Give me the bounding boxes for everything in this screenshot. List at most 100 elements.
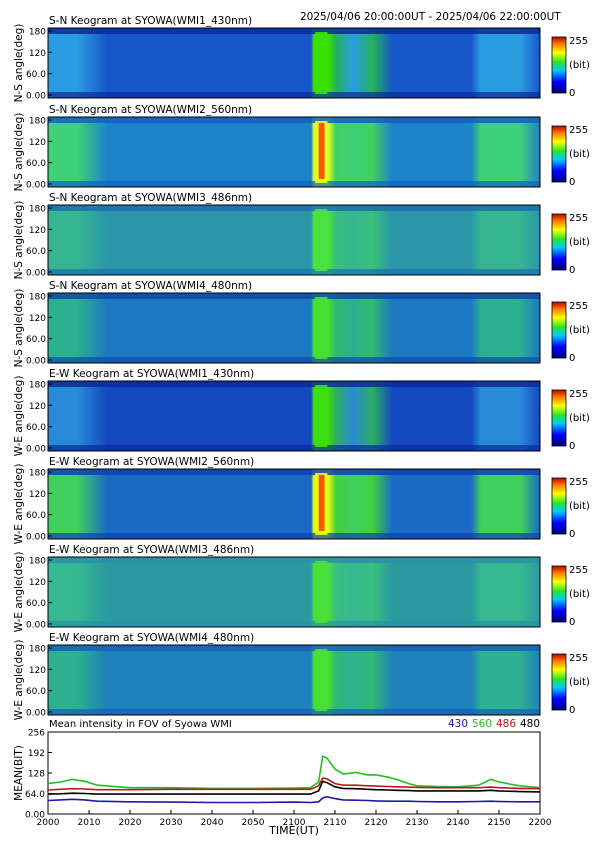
keogram-edge xyxy=(48,645,540,651)
lineplot-frame xyxy=(47,731,541,815)
colorbar-unit-label: (bit) xyxy=(569,501,590,512)
x-tick-label: 2200 xyxy=(529,818,552,828)
keogram-image xyxy=(48,469,540,539)
colorbar-max-label: 255 xyxy=(569,301,588,312)
lineplot-legend: 430 560 486 480 xyxy=(448,718,540,730)
legend-entry-486: 486 xyxy=(496,718,516,730)
mean-intensity-plot: Mean intensity in FOV of Syowa WMI 430 56… xyxy=(13,718,552,837)
keogram-tick-label: 0.00 xyxy=(26,269,46,279)
keogram-panel: S-N Keogram at SYOWA(WMI3_486nm)180 120 60… xyxy=(13,192,590,279)
keogram-tick-label: 60.0 xyxy=(26,511,46,521)
keogram-tick-label: 60.0 xyxy=(26,687,46,697)
colorbar-unit-label: (bit) xyxy=(569,325,590,336)
legend-entry-480: 480 xyxy=(520,718,540,730)
keogram-panel: E-W Keogram at SYOWA(WMI4_480nm)180 120 60… xyxy=(13,632,590,720)
colorbar-max-label: 255 xyxy=(569,565,588,576)
keogram-panel: S-N Keogram at SYOWA(WMI1_430nm)180 120 60… xyxy=(13,15,590,102)
lineplot-title: Mean intensity in FOV of Syowa WMI xyxy=(49,719,232,730)
colorbar-max-label: 255 xyxy=(569,477,588,488)
keogram-title: S-N Keogram at SYOWA(WMI2_560nm) xyxy=(49,104,252,116)
colorbar xyxy=(551,653,567,711)
keogram-edge xyxy=(48,357,540,363)
colorbar-max-label: 255 xyxy=(569,36,588,47)
keogram-tick-label: 60.0 xyxy=(26,159,46,169)
colorbar xyxy=(551,565,567,623)
colorbar-unit-label: (bit) xyxy=(569,60,590,71)
keogram-panel: E-W Keogram at SYOWA(WMI1_430nm)180 120 60… xyxy=(13,368,590,456)
keogram-tick-label: 120 xyxy=(29,314,46,324)
keogram-edge xyxy=(48,293,540,299)
colorbar-unit-label: (bit) xyxy=(569,237,590,248)
lineplot-y-ticks: 256 192 128 64.0 0.00 xyxy=(25,729,52,821)
series-line-430 xyxy=(47,795,540,804)
keogram-tick-label: 120 xyxy=(29,402,46,412)
colorbar-min-label: 0 xyxy=(569,88,575,99)
series-line-560 xyxy=(47,755,541,790)
colorbar xyxy=(551,213,567,271)
keogram-tick-label: 120 xyxy=(29,226,46,236)
aurora-peak xyxy=(318,123,325,179)
lineplot-x-ticks: 2000 2010 2020 2030 2040 2050 2100 2110 2120 2130… xyxy=(37,810,552,828)
y-tick-label: 128 xyxy=(28,770,45,780)
x-tick-label: 2000 xyxy=(37,818,60,828)
x-tick-label: 2140 xyxy=(447,818,470,828)
keogram-tick-label: 180 xyxy=(29,557,46,567)
keogram-tick-label: 60.0 xyxy=(26,70,46,80)
x-tick-label: 2010 xyxy=(78,818,101,828)
keogram-edge xyxy=(48,181,540,187)
colorbar xyxy=(551,125,567,183)
keogram-edge xyxy=(48,205,540,211)
y-tick-label: 0.00 xyxy=(25,811,45,821)
y-tick-label: 64.0 xyxy=(25,790,45,800)
keogram-title: E-W Keogram at SYOWA(WMI1_430nm) xyxy=(49,368,254,380)
lineplot-x-label: TIME(UT) xyxy=(268,824,319,837)
keogram-frame xyxy=(47,27,541,99)
colorbar-min-label: 0 xyxy=(569,705,575,716)
lineplot-y-label: MEAN(BIT) xyxy=(13,745,25,801)
keogram-edge xyxy=(48,381,540,387)
keogram-edge xyxy=(48,533,540,539)
colorbar-max-label: 255 xyxy=(569,653,588,664)
keogram-tick-label: 0.00 xyxy=(26,533,46,543)
keogram-tick-label: 180 xyxy=(29,381,46,391)
keogram-y-label: N-S angle(deg) xyxy=(13,113,25,192)
keogram-frame xyxy=(47,380,541,452)
keogram-tick-label: 180 xyxy=(29,469,46,479)
keogram-image xyxy=(48,28,540,98)
colorbar-unit-label: (bit) xyxy=(569,413,590,424)
keogram-title: S-N Keogram at SYOWA(WMI1_430nm) xyxy=(49,15,252,27)
keogram-edge xyxy=(48,557,540,563)
keogram-frame xyxy=(47,468,541,540)
keogram-panels: S-N Keogram at SYOWA(WMI1_430nm) 180 120 60… xyxy=(13,15,590,720)
keogram-edge xyxy=(48,469,540,475)
keogram-title: S-N Keogram at SYOWA(WMI3_486nm) xyxy=(49,192,252,204)
x-tick-label: 2100 xyxy=(283,818,306,828)
colorbar-min-label: 0 xyxy=(569,617,575,628)
keogram-frame xyxy=(47,116,541,188)
keogram-image xyxy=(48,205,540,275)
colorbar-min-label: 0 xyxy=(569,265,575,276)
colorbar-unit-label: (bit) xyxy=(569,677,590,688)
keogram-tick-label: 60.0 xyxy=(26,423,46,433)
legend-entry-430: 430 xyxy=(448,718,468,730)
colorbar xyxy=(551,389,567,447)
y-tick-label: 256 xyxy=(28,729,45,739)
keogram-edge xyxy=(48,28,540,34)
keogram-edge xyxy=(48,269,540,275)
keogram-image xyxy=(48,557,540,627)
keogram-y-label: W-E angle(deg) xyxy=(13,376,25,457)
keogram-tick-label: 120 xyxy=(29,578,46,588)
keogram-y-label: N-S angle(deg) xyxy=(13,201,25,280)
keogram-tick-label: 0.00 xyxy=(26,621,46,631)
x-tick-label: 2130 xyxy=(406,818,429,828)
keogram-y-label: N-S angle(deg) xyxy=(13,24,25,103)
colorbar-min-label: 0 xyxy=(569,441,575,452)
keogram-y-label: W-E angle(deg) xyxy=(13,552,25,633)
keogram-tick-label: 0.00 xyxy=(26,181,46,191)
keogram-tick-label: 120 xyxy=(29,666,46,676)
colorbar-max-label: 255 xyxy=(569,389,588,400)
keogram-tick-label: 0.00 xyxy=(26,357,46,367)
keogram-tick-label: 0.00 xyxy=(26,92,46,102)
colorbar-unit-label: (bit) xyxy=(569,589,590,600)
keogram-tick-label: 60.0 xyxy=(26,335,46,345)
